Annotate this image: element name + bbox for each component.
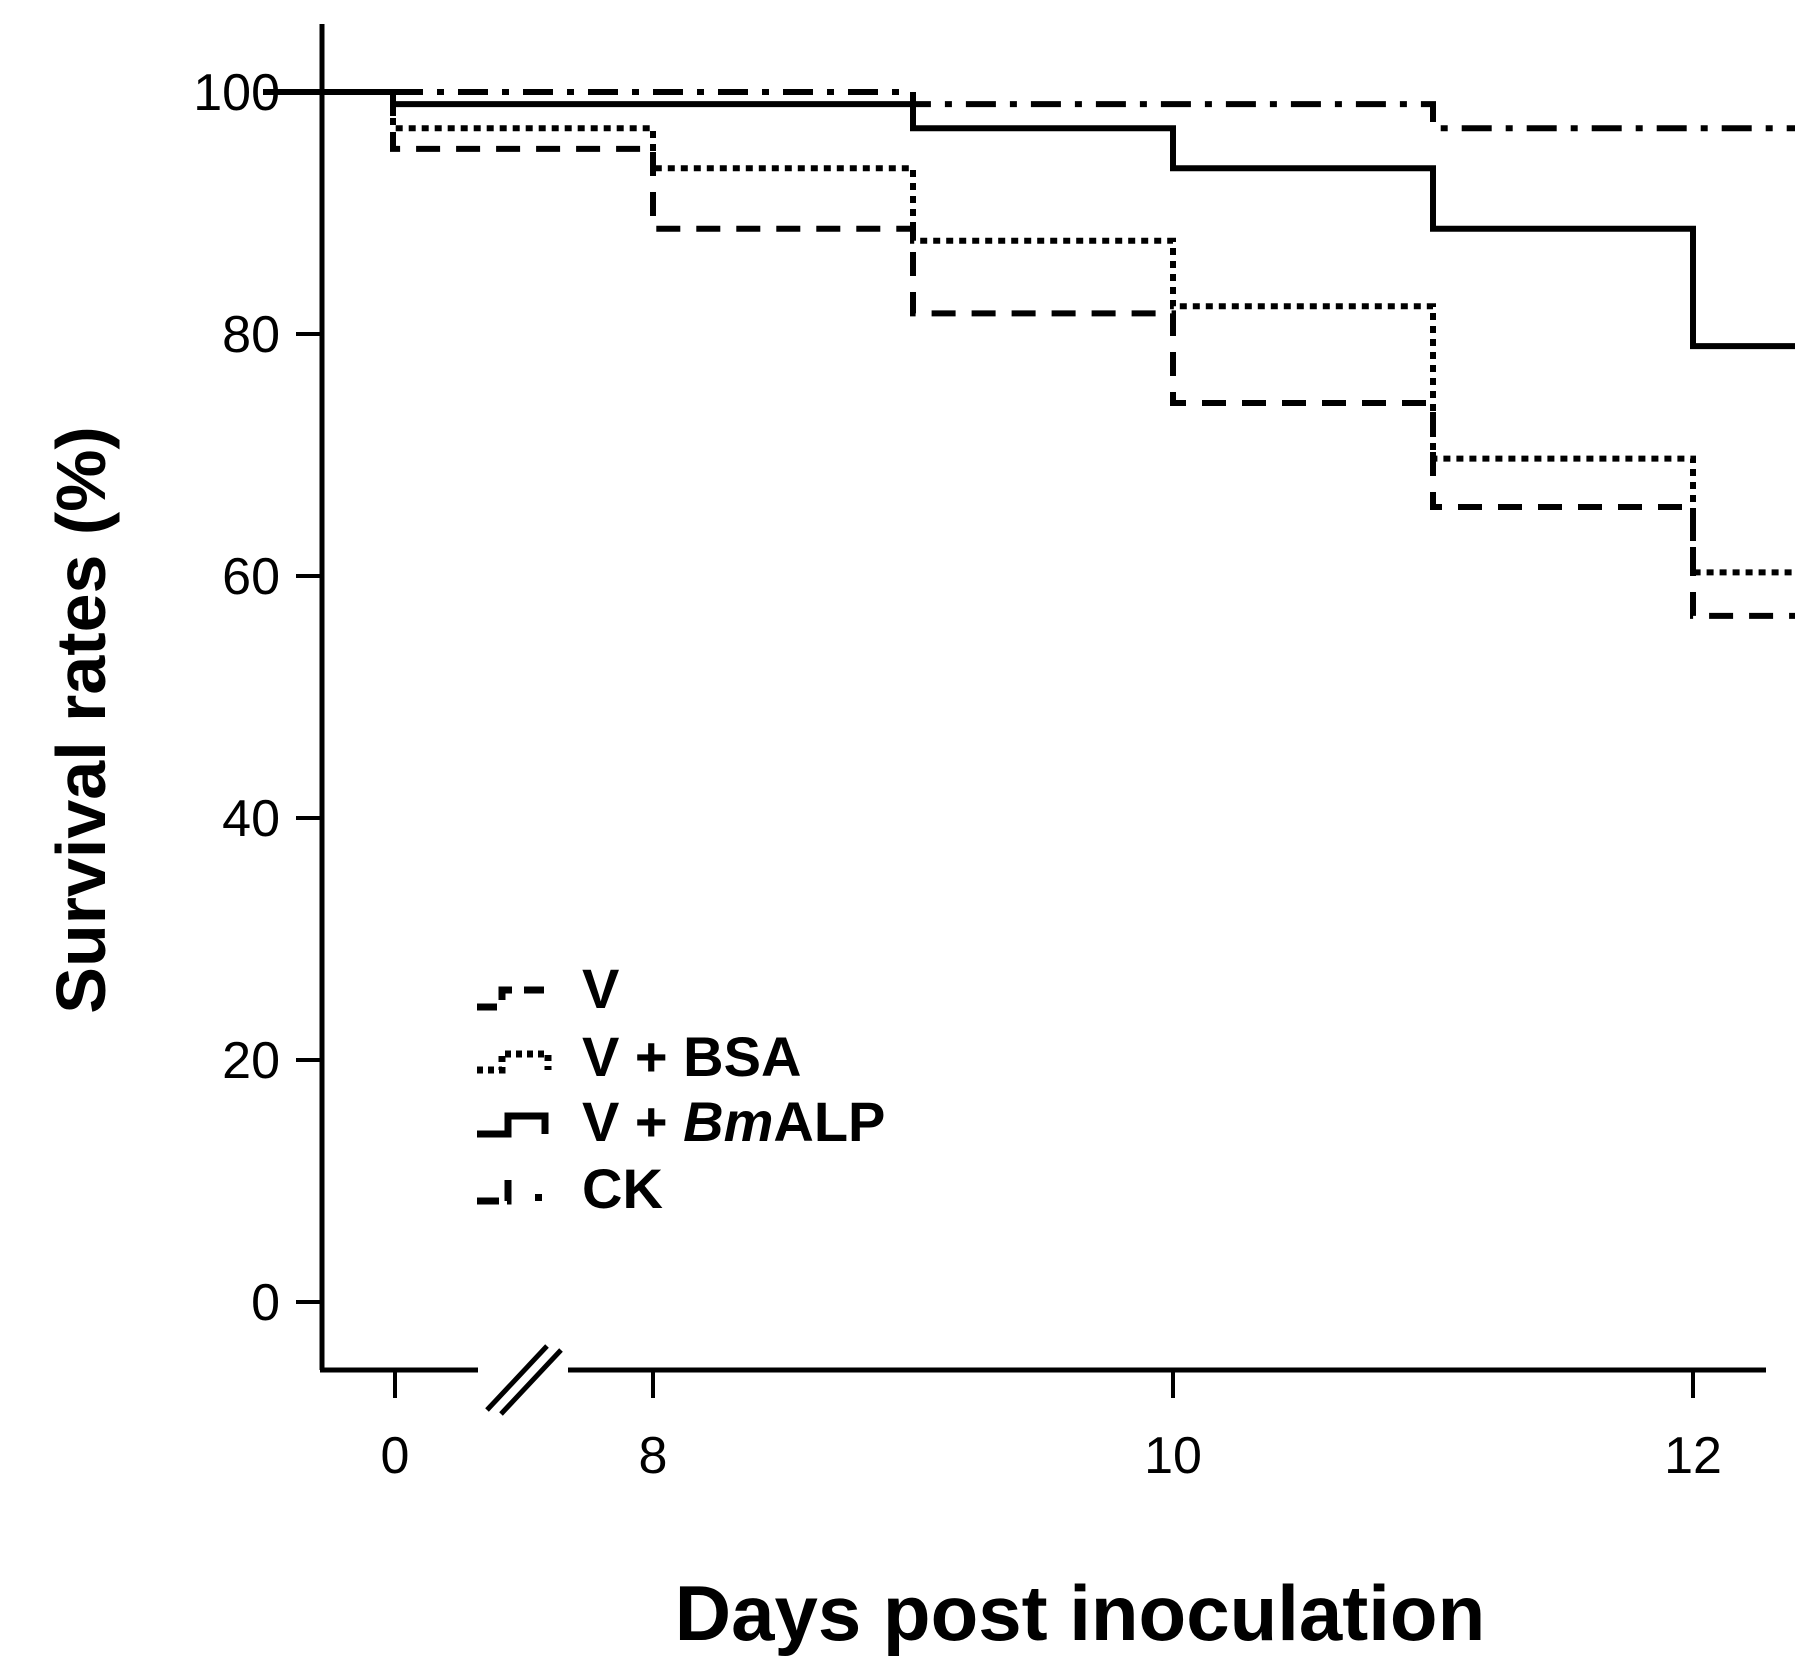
- series-layer: [263, 89, 1795, 619]
- series-line-ck: [393, 89, 1795, 132]
- legend-swatch-ck-dot: [535, 1194, 542, 1201]
- axes: [319, 24, 1766, 1416]
- legend-swatch-v-bsa: [477, 1050, 552, 1074]
- x-tick-label: 10: [1144, 1427, 1202, 1485]
- legend-label-v-bsa: V + BSA: [582, 1025, 801, 1088]
- x-axis-title: Days post inoculation: [675, 1569, 1485, 1657]
- legend-item-v-bsa: V + BSA: [477, 1025, 801, 1088]
- legend-swatch-v-bmalp: [477, 1112, 549, 1138]
- y-tick-label: 0: [251, 1274, 280, 1332]
- legend-label-v: V: [582, 957, 619, 1020]
- legend-label-ck: CK: [582, 1157, 663, 1220]
- legend-swatch-ck: [477, 1180, 512, 1205]
- x-tick-label: 12: [1664, 1427, 1722, 1485]
- axis-break-icon: [478, 1344, 568, 1416]
- legend-label-v-bmalp: V + BmALP: [582, 1090, 885, 1153]
- y-tick-label: 40: [222, 790, 280, 848]
- y-axis-title: Survival rates (%): [42, 426, 120, 1013]
- legend-item-v-bmalp: V + BmALP: [477, 1090, 885, 1153]
- y-tick-label: 80: [222, 306, 280, 364]
- legend-item-v: V: [477, 957, 619, 1020]
- legend: V V + BSA V + BmALP CK: [477, 957, 885, 1220]
- legend-swatch-v: [477, 986, 548, 1011]
- y-tick-label: 60: [222, 548, 280, 606]
- legend-item-ck: CK: [477, 1157, 663, 1220]
- y-tick-label: 20: [222, 1032, 280, 1090]
- series-line-v-bmalp: [263, 89, 1795, 350]
- series-line-v-bsa: [390, 92, 1795, 576]
- x-tick-label: 0: [381, 1427, 410, 1485]
- series-line-v: [390, 92, 1795, 619]
- x-tick-label: 8: [639, 1427, 668, 1485]
- x-ticks: 0810121416: [381, 1370, 1722, 1485]
